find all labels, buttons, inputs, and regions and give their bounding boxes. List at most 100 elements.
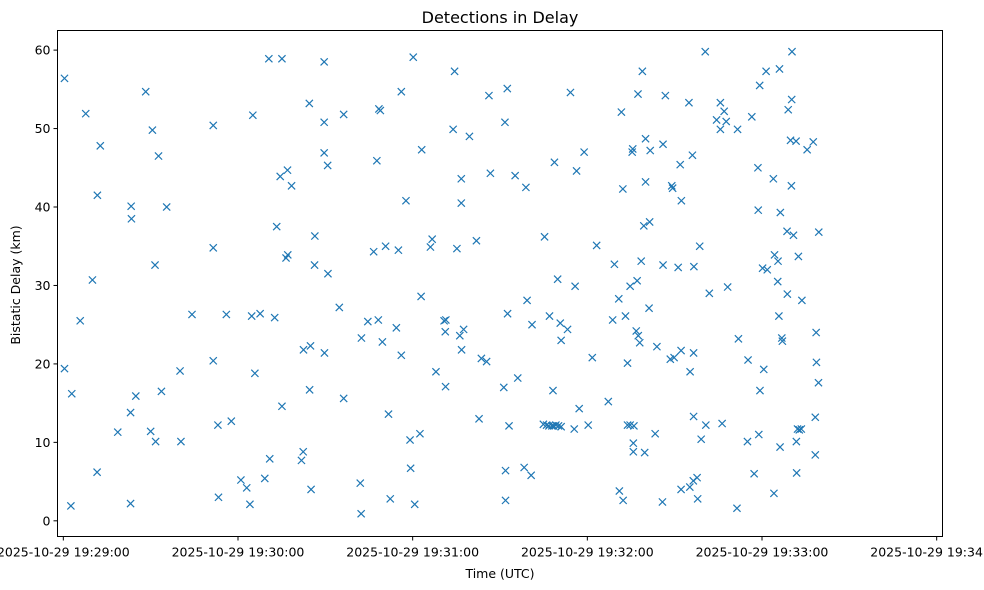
y-axis-label: Bistatic Delay (km) [8, 225, 23, 344]
data-point-marker [410, 500, 419, 509]
data-point-marker [773, 277, 782, 286]
data-point-marker [81, 109, 90, 118]
data-point-marker [783, 227, 792, 236]
data-point-marker [638, 67, 647, 76]
data-point-marker [778, 337, 787, 346]
data-point-marker [339, 394, 348, 403]
data-point-marker [755, 81, 764, 90]
data-point-marker [264, 54, 273, 63]
data-point-marker [96, 141, 105, 150]
data-point-marker [397, 87, 406, 96]
data-point-marker [637, 257, 646, 266]
data-point-marker [154, 151, 163, 161]
data-point-marker [557, 422, 566, 431]
x-tick-label: 2025-10-29 19:29:00 [0, 545, 130, 560]
data-point-marker [323, 269, 332, 278]
data-point-marker [477, 354, 486, 363]
data-point-marker [803, 145, 812, 154]
data-point-marker [659, 261, 668, 270]
data-point-marker [265, 454, 274, 463]
data-point-marker [667, 181, 676, 190]
data-point-marker [503, 84, 512, 93]
y-tick-label: 10 [35, 435, 51, 450]
data-point-marker [457, 345, 466, 354]
data-point-marker [356, 479, 365, 488]
data-point-marker [162, 202, 171, 212]
data-point-marker [773, 257, 783, 266]
data-point-marker [406, 435, 415, 445]
data-point-marker [697, 435, 706, 444]
data-point-marker [384, 410, 393, 419]
data-point-marker [245, 500, 254, 509]
data-point-marker [793, 424, 802, 434]
data-point-marker [513, 374, 522, 383]
data-point-marker [633, 90, 643, 99]
data-point-marker [450, 67, 459, 76]
x-tick-label: 2025-10-29 19:30:00 [172, 545, 305, 560]
data-point-marker [658, 497, 667, 507]
data-point-marker [566, 88, 575, 97]
data-point-marker [372, 156, 381, 165]
data-point-marker [556, 319, 565, 328]
data-point-marker [131, 392, 140, 401]
data-point-marker [811, 450, 820, 459]
data-point-marker [459, 325, 468, 334]
data-point-marker [628, 148, 637, 157]
data-point-marker [209, 356, 218, 365]
data-point-marker [287, 181, 296, 190]
data-point-marker [733, 125, 742, 134]
data-point-marker [814, 228, 823, 237]
data-point-marker [126, 499, 135, 508]
data-point-marker [270, 313, 279, 322]
data-point-marker [157, 387, 166, 396]
data-point-marker [415, 429, 424, 438]
data-point-marker [641, 177, 650, 186]
data-point-marker [677, 485, 686, 494]
data-point-marker [320, 148, 329, 157]
data-point-marker [426, 242, 435, 252]
x-tick-label: 2025-10-29 19:32:00 [521, 545, 654, 560]
data-point-marker [693, 494, 702, 503]
data-point-marker [148, 126, 157, 135]
data-point-marker [640, 448, 649, 457]
data-point-marker [323, 161, 332, 170]
data-point-marker [608, 315, 617, 325]
data-point-marker [277, 54, 286, 63]
data-point-marker [250, 369, 259, 378]
data-point-marker [176, 437, 185, 446]
data-point-marker [310, 261, 319, 270]
data-point-marker [213, 421, 222, 430]
data-point-marker [305, 99, 314, 108]
x-axis-label: Time (UTC) [464, 566, 534, 581]
data-point-marker [335, 303, 344, 312]
data-point-marker [758, 264, 767, 273]
data-point-marker [449, 125, 458, 134]
data-point-marker [588, 353, 597, 362]
data-point-marker [527, 320, 537, 329]
y-tick-label: 0 [43, 513, 51, 528]
data-point-marker [776, 208, 785, 217]
data-point-marker [575, 404, 584, 413]
data-point-marker [743, 437, 752, 446]
data-point-marker [614, 294, 623, 303]
data-point-marker [632, 326, 641, 335]
data-point-marker [127, 214, 136, 223]
data-point-marker [762, 67, 771, 76]
y-axis: 0 10 20 30 40 50 60 [35, 43, 58, 528]
data-point-marker [792, 437, 801, 446]
data-point-marker [628, 144, 637, 153]
data-point-marker [688, 151, 697, 160]
data-point-marker [550, 158, 559, 167]
data-point-marker [520, 463, 529, 472]
data-point-marker [652, 342, 661, 351]
data-point-marker [792, 468, 801, 477]
data-point-marker [769, 174, 778, 183]
data-point-marker [812, 328, 821, 337]
data-point-marker [272, 222, 281, 231]
data-point-marker [484, 91, 493, 100]
data-point-marker [260, 474, 269, 483]
data-point-marker [812, 358, 821, 367]
data-point-marker [645, 217, 654, 226]
data-point-marker [127, 202, 136, 211]
data-point-marker [452, 244, 461, 253]
